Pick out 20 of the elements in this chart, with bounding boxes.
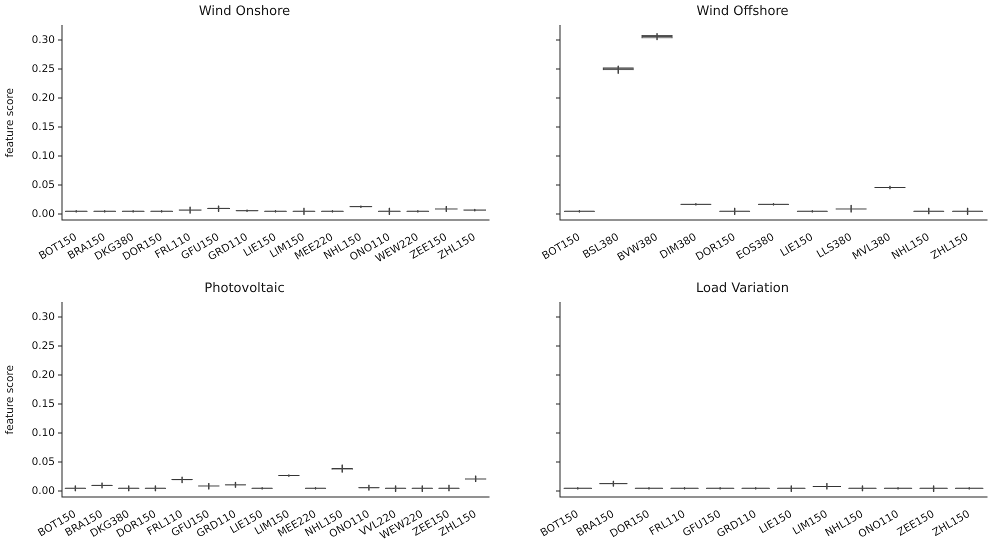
y-tick-label: 0.10 bbox=[32, 426, 55, 439]
y-axis-title: feature score bbox=[4, 365, 16, 435]
y-tick-label: 0.15 bbox=[32, 398, 55, 410]
y-axis-title: feature score bbox=[4, 88, 16, 158]
y-tick-label: 0.15 bbox=[32, 120, 55, 133]
y-tick-label: 0.05 bbox=[32, 178, 55, 191]
y-tick-label: 0.25 bbox=[32, 62, 55, 75]
y-tick-label: 0.20 bbox=[32, 92, 55, 104]
chart-title: Load Variation bbox=[696, 281, 789, 296]
chart-title: Wind Onshore bbox=[198, 4, 290, 20]
y-tick-label: 0.20 bbox=[32, 368, 55, 381]
y-tick-label: 0.10 bbox=[32, 150, 55, 162]
y-tick-label: 0.00 bbox=[32, 208, 55, 220]
y-tick-label: 0.00 bbox=[32, 484, 55, 497]
y-tick-label: 0.25 bbox=[32, 340, 55, 352]
y-tick-label: 0.05 bbox=[32, 456, 55, 468]
chart-title: Wind Offshore bbox=[696, 4, 789, 20]
chart-title: Photovoltaic bbox=[204, 281, 285, 296]
y-tick-label: 0.30 bbox=[32, 310, 55, 323]
y-tick-label: 0.30 bbox=[32, 34, 55, 46]
